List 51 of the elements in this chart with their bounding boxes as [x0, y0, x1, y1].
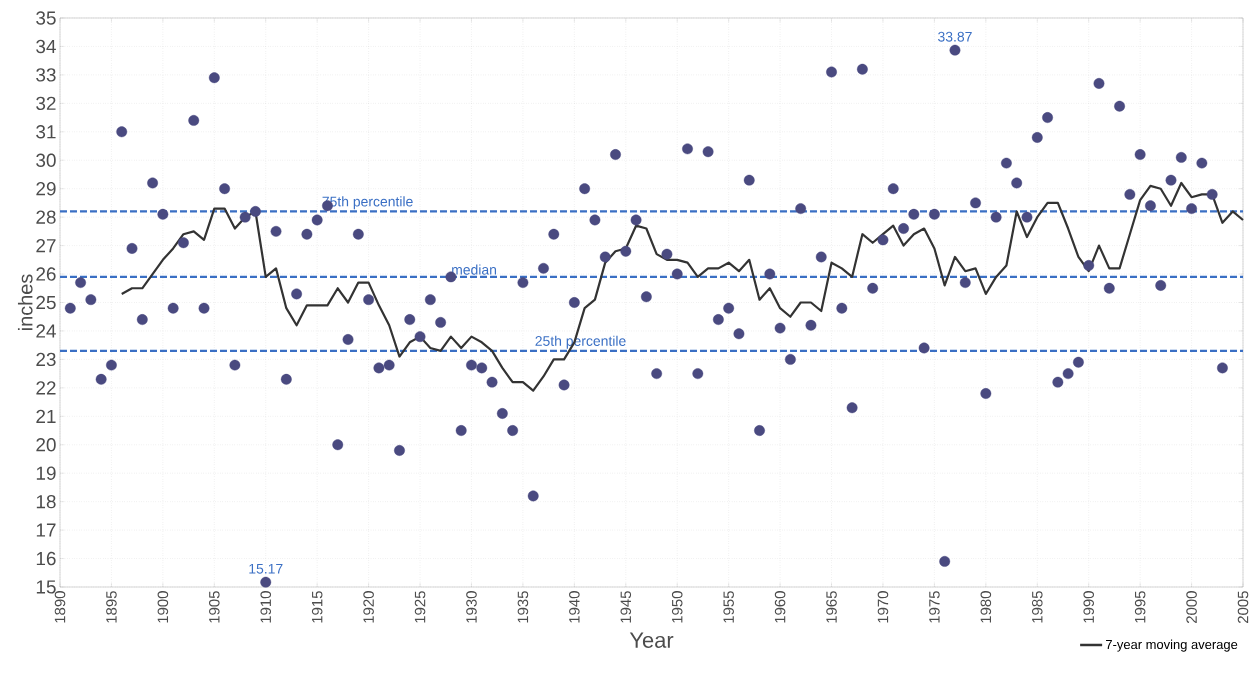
x-tick-label: 1970: [877, 591, 889, 623]
annotation: 15.17: [249, 563, 283, 574]
x-tick-label: 2000: [1186, 591, 1197, 624]
x-tick-label: 1955: [723, 591, 734, 623]
x-tick-label: 1915: [311, 591, 323, 623]
ref-line-label: median: [452, 264, 497, 275]
y-axis-title: inches: [17, 274, 33, 330]
y-tick-label: 19: [36, 466, 56, 480]
x-tick-label: 1895: [106, 591, 117, 623]
y-tick-label: 17: [36, 523, 56, 537]
x-tick-label: 1950: [671, 591, 683, 623]
y-tick-label: 27: [36, 238, 56, 253]
x-tick-label: 1995: [1134, 591, 1146, 623]
x-tick-label: 1900: [157, 591, 169, 623]
y-tick-label: 26: [36, 267, 56, 281]
y-tick-label: 25: [36, 295, 56, 310]
x-tick-label: 2005: [1237, 591, 1249, 624]
x-tick-label: 1990: [1083, 591, 1094, 623]
y-tick-label: 35: [36, 11, 56, 25]
y-tick-label: 32: [36, 96, 56, 111]
x-tick-label: 1975: [929, 591, 940, 623]
x-tick-label: 1890: [54, 591, 66, 623]
y-tick-label: 31: [36, 125, 56, 139]
y-tick-label: 29: [36, 181, 56, 196]
x-tick-label: 1920: [363, 591, 374, 623]
y-tick-label: 34: [36, 39, 56, 54]
y-tick-label: 15: [36, 580, 56, 594]
y-tick-label: 22: [36, 381, 56, 395]
x-tick-label: 1905: [209, 591, 220, 623]
x-tick-label: 1965: [826, 591, 837, 623]
legend-label: 7-year moving average: [1106, 639, 1238, 652]
x-tick-label: 1980: [980, 591, 992, 623]
x-axis-title: Year: [629, 632, 674, 648]
x-tick-label: 1930: [466, 591, 477, 623]
y-tick-label: 28: [36, 210, 56, 224]
y-tick-label: 16: [36, 551, 56, 566]
x-tick-label: 1925: [414, 591, 426, 623]
y-tick-label: 24: [36, 324, 56, 338]
x-tick-label: 1910: [260, 591, 272, 623]
x-tick-label: 1940: [569, 591, 580, 623]
y-tick-label: 33: [36, 68, 56, 82]
y-tick-label: 23: [36, 352, 56, 367]
annotation: 33.87: [938, 31, 972, 42]
x-tick-label: 1945: [620, 591, 632, 623]
y-tick-label: 21: [36, 409, 56, 423]
x-tick-label: 1960: [774, 591, 786, 623]
x-tick-label: 1935: [517, 591, 529, 623]
y-tick-label: 20: [36, 438, 56, 452]
y-tick-label: 18: [36, 494, 56, 509]
x-tick-label: 1985: [1031, 591, 1043, 623]
y-tick-label: 30: [36, 153, 56, 167]
